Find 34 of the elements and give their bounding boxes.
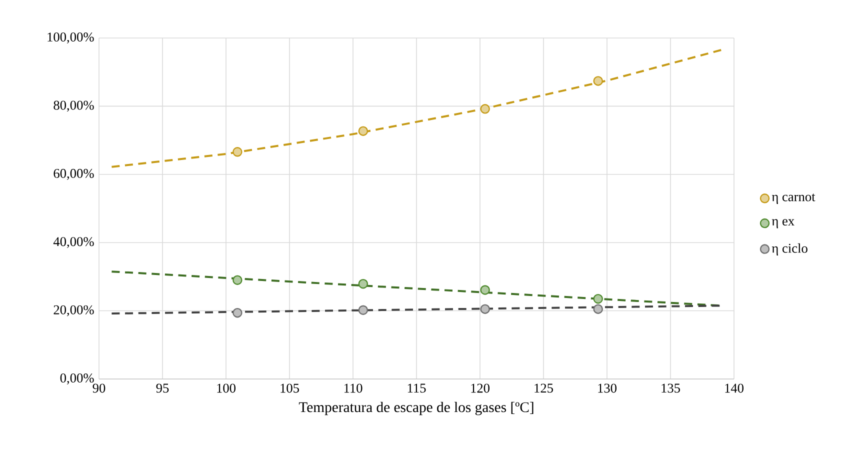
y-tick-label: 100,00% (48, 32, 94, 44)
legend-label: η carnot (772, 194, 816, 204)
x-tick-label: 105 (280, 384, 299, 393)
y-tick-label: 80,00% (54, 100, 94, 112)
point (232, 147, 242, 157)
x-axis-title: Temperatura de escape de los gases [ºC] (298, 402, 534, 416)
x-tick-label: 120 (471, 384, 490, 393)
y-tick-label: 0,00% (60, 374, 94, 384)
y-tick-label: 60,00% (54, 168, 94, 180)
y-tick-label: 20,00% (54, 305, 94, 316)
x-tick-label: 125 (534, 384, 553, 393)
point (593, 304, 603, 314)
x-tick-label: 140 (725, 384, 744, 393)
x-tick-label: 95 (156, 384, 169, 393)
x-tick-label: 100 (217, 384, 236, 393)
point (480, 304, 490, 314)
point (593, 76, 603, 86)
point (232, 275, 242, 285)
legend-label: η ciclo (772, 243, 808, 256)
x-tick-label: 130 (598, 384, 616, 393)
point (358, 278, 368, 289)
x-tick-label: 115 (408, 384, 426, 393)
point (480, 104, 490, 114)
line-series (110, 48, 722, 168)
y-tick-label: 40,00% (53, 237, 94, 248)
point (358, 305, 368, 315)
point (232, 308, 242, 318)
point (358, 126, 368, 136)
x-tick-label: 135 (662, 384, 680, 393)
x-tick-label: 90 (92, 384, 106, 393)
legend-label: η ex (772, 219, 794, 228)
point (480, 285, 490, 295)
x-tick-label: 110 (344, 384, 362, 393)
point (593, 294, 603, 304)
